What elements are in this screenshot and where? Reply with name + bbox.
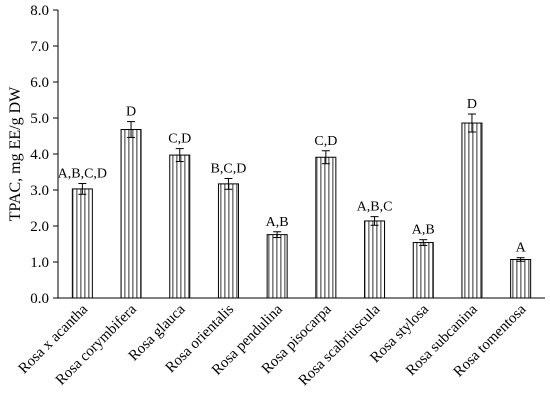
bar bbox=[510, 258, 532, 299]
y-tick-label: 7.0 bbox=[30, 39, 49, 55]
data-label: A,B,C,D bbox=[58, 167, 107, 182]
bar bbox=[461, 122, 483, 299]
bar bbox=[120, 129, 142, 299]
data-label: A,B bbox=[266, 215, 289, 230]
bar bbox=[217, 183, 239, 299]
bar bbox=[364, 220, 386, 299]
bar bbox=[71, 188, 93, 299]
data-label: A,B bbox=[412, 223, 435, 238]
error-bar bbox=[419, 239, 428, 246]
data-label: A bbox=[516, 241, 527, 256]
y-tick-label: 3.0 bbox=[30, 183, 49, 199]
bar bbox=[315, 156, 337, 299]
y-tick-label: 1.0 bbox=[30, 255, 49, 271]
bar bbox=[412, 242, 434, 299]
y-tick-label: 0.0 bbox=[30, 291, 49, 307]
data-label: D bbox=[467, 97, 477, 112]
error-bars bbox=[78, 113, 525, 262]
y-tick-label: 4.0 bbox=[30, 147, 49, 163]
data-label: D bbox=[126, 105, 136, 120]
bar bbox=[266, 234, 288, 299]
bar bbox=[169, 154, 191, 299]
y-tick-label: 6.0 bbox=[30, 75, 49, 91]
error-bar bbox=[175, 148, 184, 163]
bar-series bbox=[71, 122, 532, 299]
x-tick-label: Rosa scabriuscula bbox=[296, 301, 384, 389]
error-bar bbox=[467, 113, 476, 133]
significance-labels: A,B,C,D D C,D B,C,D A,B C,D A,B,C A,B D A bbox=[58, 97, 527, 256]
y-axis-ticks: 0.0 1.0 2.0 3.0 4.0 5.0 6.0 7.0 8.0 bbox=[30, 3, 58, 307]
error-bar bbox=[78, 183, 87, 195]
error-bar bbox=[321, 150, 330, 165]
error-bar bbox=[273, 231, 282, 239]
data-label: C,D bbox=[314, 134, 337, 149]
data-label: C,D bbox=[168, 132, 191, 147]
error-bar bbox=[370, 216, 379, 226]
y-tick-label: 2.0 bbox=[30, 219, 49, 235]
error-bar bbox=[224, 177, 233, 190]
y-tick-label: 5.0 bbox=[30, 111, 49, 127]
data-label: B,C,D bbox=[211, 161, 247, 176]
error-bar bbox=[127, 121, 136, 138]
error-bar bbox=[516, 257, 525, 262]
y-axis-title: TPAC, mg EE/g DW bbox=[7, 86, 24, 221]
data-label: A,B,C bbox=[357, 200, 393, 215]
y-tick-label: 8.0 bbox=[30, 3, 49, 19]
